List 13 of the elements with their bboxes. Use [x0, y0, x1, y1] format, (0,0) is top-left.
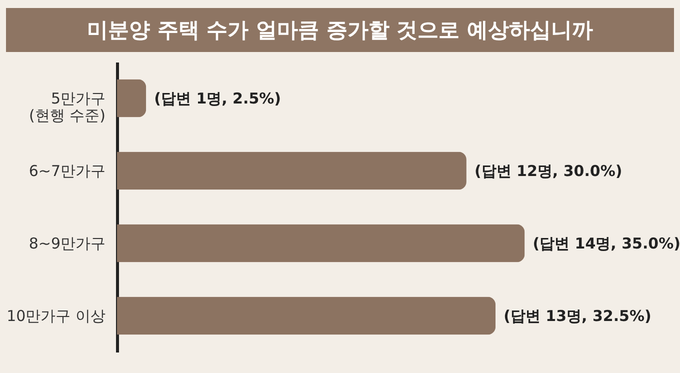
y-tick-label: 8~9만가구: [28, 234, 106, 252]
data-label: (답변 12명, 30.0%): [474, 162, 622, 180]
y-tick-label: 6~7만가구: [28, 162, 106, 180]
data-label: (답변 1명, 2.5%): [154, 89, 282, 108]
chart-title: 미분양 주택 수가 얼마큼 증가할 것으로 예상하십니까: [6, 8, 674, 52]
bar: [117, 79, 146, 118]
data-label: (답변 14명, 35.0%): [532, 234, 680, 252]
y-tick-label: 10만가구 이상: [6, 306, 106, 325]
y-tick-label: 5만가구 (현행 수준): [29, 89, 106, 124]
bar: [117, 224, 525, 262]
bar: [117, 152, 466, 190]
data-label: (답변 13명, 32.5%): [504, 306, 652, 325]
bar: [117, 296, 496, 335]
